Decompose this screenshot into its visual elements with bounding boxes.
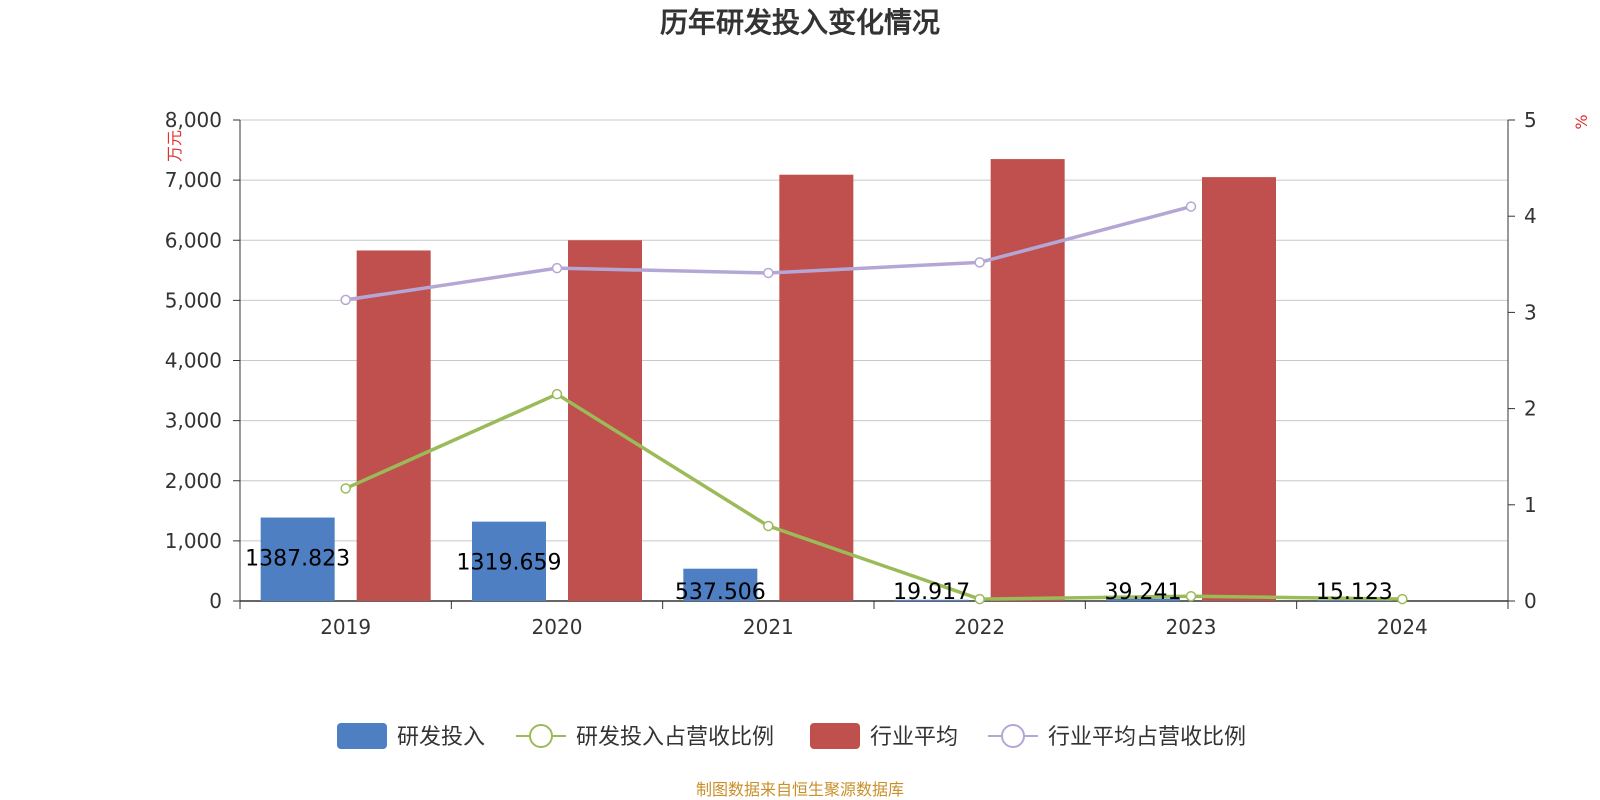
data-labels: 1387.823 1319.659 537.506 19.917 39.241 15.12… xyxy=(245,547,1393,605)
left-axis-tick-label: 1,000 xyxy=(165,529,222,553)
bar-data-label: 1387.823 xyxy=(245,547,350,572)
line-point xyxy=(551,262,563,274)
x-axis-tick-label: 2021 xyxy=(743,615,794,639)
line-point xyxy=(340,294,351,306)
bar-2022 xyxy=(894,599,969,601)
bar-2020 xyxy=(472,521,546,601)
lines xyxy=(340,201,1408,605)
bar-data-label: 537.506 xyxy=(675,580,766,605)
bar-data-label: 15.123 xyxy=(1316,580,1393,605)
left-axis-tick-label: 5,000 xyxy=(165,288,222,312)
line-point xyxy=(1185,590,1197,602)
bars xyxy=(260,159,1392,602)
bar-2020 xyxy=(568,240,642,601)
left-axis-tick-label: 2,000 xyxy=(165,469,222,493)
line-point xyxy=(974,257,985,268)
x-axis-tick-label: 2023 xyxy=(1166,615,1217,639)
line-point xyxy=(340,483,351,494)
line-point xyxy=(551,388,563,400)
axes: 0 1,000 2,000 3,000 4,000 5,000 6,000 7,000 8,00… xyxy=(165,108,1537,639)
x-axis-tick-label: 2024 xyxy=(1377,615,1428,639)
right-axis-tick-label: 5 xyxy=(1524,108,1537,132)
bar-data-label: 39.241 xyxy=(1105,580,1182,605)
bar-2024 xyxy=(1317,600,1392,601)
bar-2019 xyxy=(356,250,431,601)
right-axis-unit: % xyxy=(1572,114,1591,129)
legend-item: 行业平均占营收比例 xyxy=(988,724,1246,750)
legend-label: 行业平均占营收比例 xyxy=(1048,725,1246,750)
left-axis-tick-label: 8,000 xyxy=(165,108,222,132)
bar-data-label: 19.917 xyxy=(893,580,970,605)
bar-2021 xyxy=(779,174,854,601)
right-axis-tick-label: 1 xyxy=(1524,493,1537,517)
bar-2023 xyxy=(1106,598,1180,601)
line-point xyxy=(1397,593,1408,605)
legend-label: 研发投入占营收比例 xyxy=(576,725,774,750)
legend-swatch-marker xyxy=(1001,724,1025,748)
line-point xyxy=(763,267,774,279)
bar-2022 xyxy=(990,159,1065,602)
series-line xyxy=(344,392,1403,601)
line-point xyxy=(1185,201,1197,212)
legend-swatch-marker xyxy=(529,724,553,748)
legend-swatch xyxy=(810,723,860,749)
left-axis-tick-label: 4,000 xyxy=(165,349,222,373)
right-axis-tick-label: 0 xyxy=(1524,589,1537,613)
x-axis-tick-label: 2019 xyxy=(320,615,371,639)
right-axis-tick-label: 4 xyxy=(1524,204,1537,228)
legend-swatch xyxy=(337,723,387,749)
legend: 研发投入 研发投入占营收比例 行业平均 行业平均占营收比例 xyxy=(337,723,1246,750)
right-axis-tick-label: 3 xyxy=(1524,300,1537,324)
bar-2019 xyxy=(260,517,335,601)
chart-title: 历年研发投入变化情况 xyxy=(660,6,940,39)
left-axis-tick-label: 7,000 xyxy=(165,168,222,192)
grid xyxy=(240,119,1508,542)
x-axis-tick-label: 2020 xyxy=(532,615,583,639)
legend-item: 研发投入 xyxy=(337,723,485,750)
legend-label: 行业平均 xyxy=(870,725,958,750)
bar-data-label: 1319.659 xyxy=(457,551,562,576)
line-point xyxy=(763,520,774,532)
bar-2021 xyxy=(683,568,758,601)
legend-item: 研发投入占营收比例 xyxy=(516,724,774,750)
bar-2023 xyxy=(1202,177,1276,601)
data-source-note: 制图数据来自恒生聚源数据库 xyxy=(696,780,904,799)
left-axis-tick-label: 6,000 xyxy=(165,228,222,252)
legend-label: 研发投入 xyxy=(397,725,485,750)
left-axis-unit: 万元 xyxy=(165,130,184,162)
x-axis-tick-label: 2022 xyxy=(954,615,1005,639)
left-axis-tick-label: 3,000 xyxy=(165,409,222,433)
left-axis-tick-label: 0 xyxy=(209,589,222,613)
line-point xyxy=(974,593,985,605)
legend-item: 行业平均 xyxy=(810,723,958,750)
right-axis-tick-label: 2 xyxy=(1524,397,1537,421)
